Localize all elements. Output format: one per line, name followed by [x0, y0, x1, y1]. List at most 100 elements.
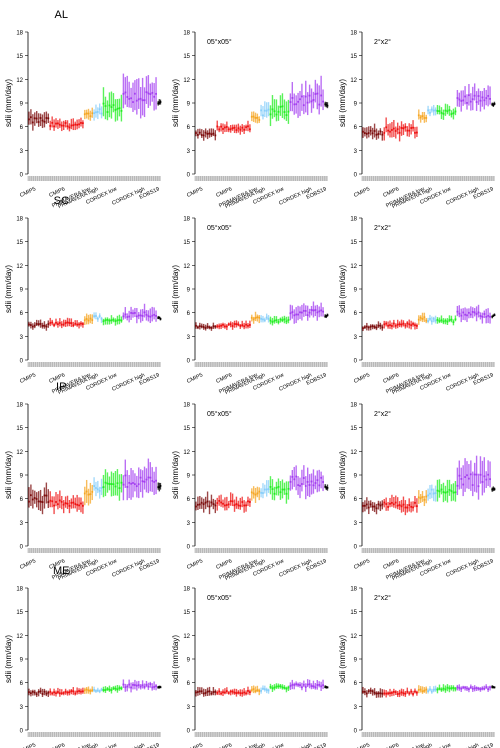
- data-point: [318, 683, 321, 686]
- data-point: [398, 131, 401, 134]
- data-point: [279, 318, 282, 321]
- data-point: [49, 321, 52, 324]
- data-point: [231, 690, 234, 693]
- data-point: [128, 481, 131, 484]
- y-tick-label: 6: [20, 681, 24, 687]
- data-point: [260, 689, 263, 692]
- data-point: [406, 506, 409, 509]
- data-point: [326, 686, 329, 689]
- data-point: [114, 320, 117, 323]
- data-point: [227, 323, 230, 326]
- data-point: [132, 101, 134, 103]
- data-point: [489, 315, 491, 318]
- data-point: [385, 322, 388, 325]
- data-point: [72, 501, 75, 504]
- data-point: [383, 132, 386, 134]
- series-cordex-low: [102, 684, 123, 694]
- data-point: [481, 96, 484, 99]
- data-point: [98, 489, 101, 492]
- data-point: [145, 313, 148, 316]
- data-point: [373, 326, 376, 328]
- data-point: [308, 94, 311, 97]
- y-tick-label: 18: [350, 587, 357, 593]
- data-point: [481, 687, 484, 690]
- data-point: [72, 324, 75, 327]
- data-point: [314, 93, 317, 95]
- data-point: [68, 691, 71, 694]
- data-point: [114, 687, 117, 690]
- data-point: [28, 691, 30, 694]
- data-point: [141, 684, 144, 687]
- series-cordex-low: [436, 315, 457, 326]
- data-point: [70, 501, 73, 504]
- data-point: [214, 325, 217, 328]
- data-point: [475, 687, 478, 689]
- data-point: [306, 480, 309, 483]
- series-primavera-high: [427, 685, 437, 694]
- data-point: [466, 314, 468, 317]
- data-point: [389, 502, 391, 505]
- data-point: [62, 323, 65, 326]
- data-point: [442, 491, 445, 493]
- data-point: [491, 103, 494, 106]
- data-point: [415, 324, 418, 327]
- data-point: [104, 105, 107, 107]
- data-point: [325, 686, 328, 689]
- data-point: [295, 475, 298, 478]
- data-point: [147, 315, 150, 318]
- data-point: [159, 484, 162, 487]
- data-point: [231, 127, 234, 130]
- data-point: [151, 91, 154, 94]
- data-point: [87, 319, 90, 322]
- data-point: [400, 505, 403, 508]
- data-point: [302, 309, 305, 312]
- data-point: [195, 132, 197, 134]
- data-point: [367, 132, 370, 134]
- data-point: [49, 690, 52, 693]
- data-point: [412, 126, 414, 129]
- data-point: [267, 488, 270, 490]
- series-cmip6: [49, 317, 84, 329]
- data-point: [122, 683, 125, 686]
- y-axis-label: sdii (mm/day): [4, 79, 13, 127]
- y-tick-label: 9: [20, 658, 24, 664]
- data-point: [406, 690, 409, 693]
- y-tick-label: 12: [16, 634, 23, 640]
- data-point: [310, 685, 313, 687]
- data-point: [57, 323, 59, 326]
- data-point: [400, 691, 403, 694]
- data-point: [62, 692, 65, 694]
- data-point: [72, 124, 75, 127]
- x-tick-label: CMIP5: [186, 742, 204, 748]
- data-point: [469, 313, 472, 316]
- series-eobs19: [491, 486, 496, 492]
- data-point: [394, 324, 397, 327]
- data-point: [419, 316, 422, 319]
- data-point: [318, 103, 321, 106]
- panel-AL-05x05: 05°x05° sdii (mm/day) 0 3 6 9 12 15 18 CMIP5 CMIP6…: [171, 31, 329, 210]
- data-point: [195, 505, 197, 508]
- data-point: [371, 505, 374, 508]
- data-point: [279, 105, 282, 108]
- y-tick-label: 18: [16, 587, 23, 593]
- data-point: [258, 690, 261, 692]
- data-point: [269, 319, 272, 322]
- data-point: [76, 323, 79, 326]
- data-point: [70, 690, 73, 692]
- data-point: [421, 317, 424, 320]
- panel-SC-05x05: 05°x05° sdii (mm/day) 0 3 6 9 12 15 18 CMIP5 CMIP6…: [171, 217, 329, 396]
- data-point: [442, 112, 445, 115]
- data-point: [365, 692, 368, 695]
- data-point: [391, 692, 393, 694]
- data-point: [423, 498, 426, 501]
- y-tick-label: 18: [350, 31, 357, 37]
- data-point: [316, 311, 319, 314]
- data-point: [392, 322, 395, 325]
- data-point: [379, 504, 382, 507]
- y-tick-label: 18: [350, 403, 357, 409]
- y-tick-label: 9: [187, 474, 191, 480]
- data-point: [216, 502, 219, 504]
- data-point: [432, 109, 435, 112]
- data-point: [122, 92, 125, 95]
- data-point: [126, 316, 129, 318]
